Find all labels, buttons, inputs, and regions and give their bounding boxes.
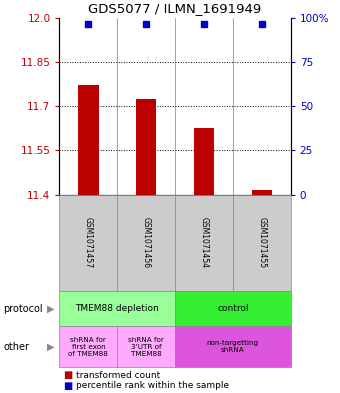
Text: GSM1071455: GSM1071455 (257, 217, 266, 268)
Text: ▶: ▶ (47, 303, 55, 314)
Text: GSM1071456: GSM1071456 (142, 217, 151, 268)
Text: ▶: ▶ (47, 342, 55, 352)
Title: GDS5077 / ILMN_1691949: GDS5077 / ILMN_1691949 (88, 2, 262, 15)
Text: shRNA for
3'UTR of
TMEM88: shRNA for 3'UTR of TMEM88 (128, 337, 164, 357)
Text: control: control (217, 304, 249, 313)
Text: percentile rank within the sample: percentile rank within the sample (76, 382, 230, 390)
Text: ■: ■ (63, 370, 72, 380)
Text: transformed count: transformed count (76, 371, 161, 380)
Bar (136, 99, 156, 195)
Text: non-targetting
shRNA: non-targetting shRNA (207, 340, 259, 353)
Text: TMEM88 depletion: TMEM88 depletion (75, 304, 159, 313)
Bar (194, 128, 214, 195)
Text: GSM1071457: GSM1071457 (84, 217, 93, 268)
Text: GSM1071454: GSM1071454 (200, 217, 208, 268)
Text: protocol: protocol (3, 303, 43, 314)
Bar (78, 86, 99, 195)
Text: shRNA for
first exon
of TMEM88: shRNA for first exon of TMEM88 (68, 337, 108, 357)
Bar (252, 190, 272, 195)
Text: ■: ■ (63, 381, 72, 391)
Text: other: other (3, 342, 29, 352)
